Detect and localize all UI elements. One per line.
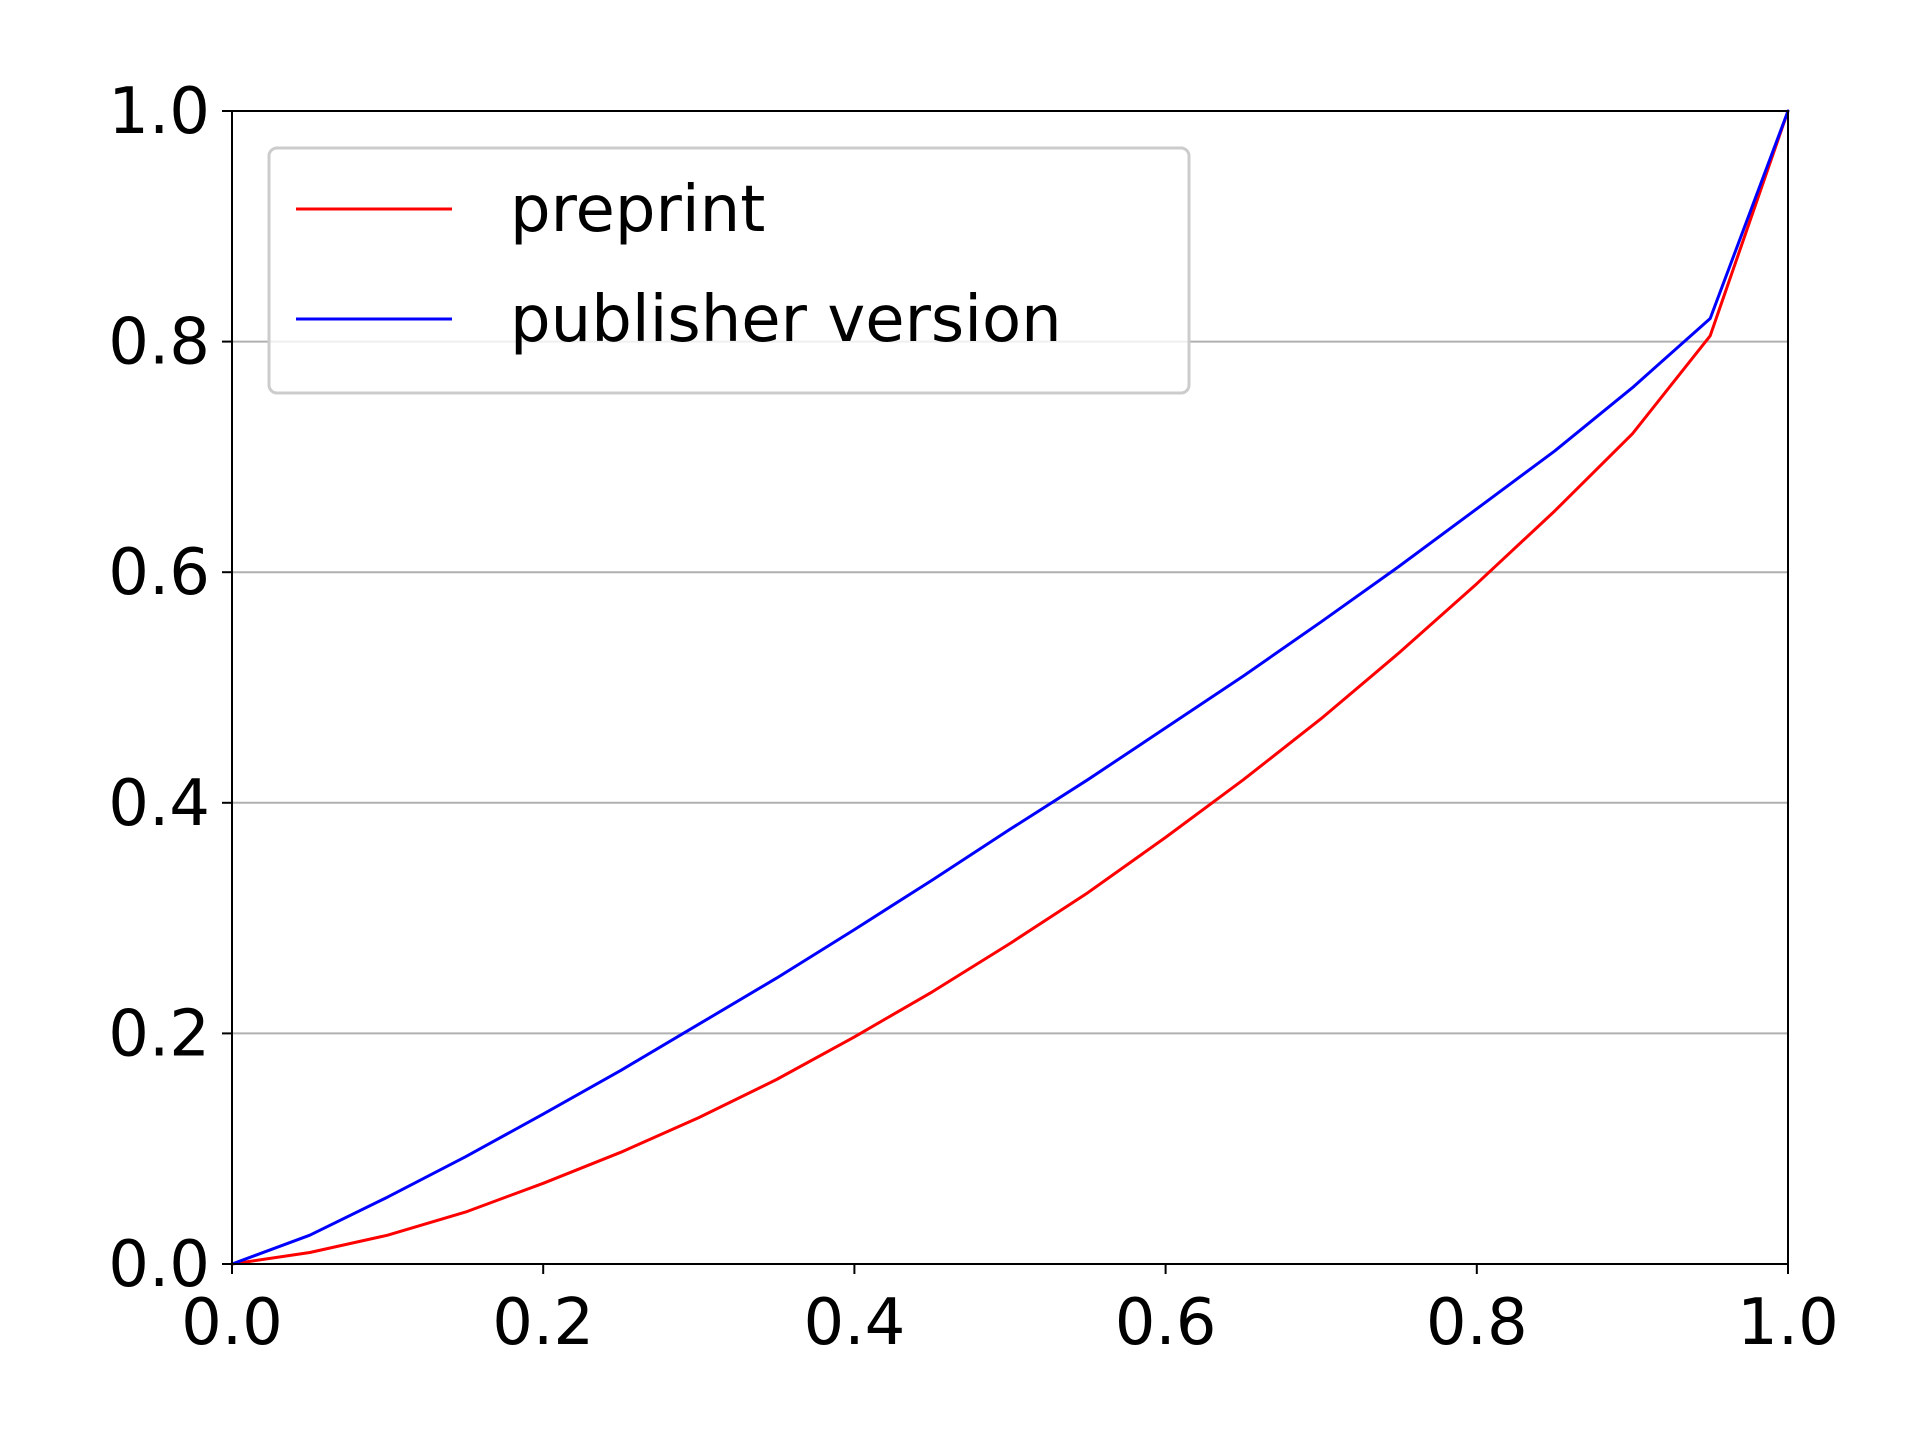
plot-frame: [231, 110, 1789, 1265]
legend-label-1: publisher version: [510, 283, 1062, 357]
legend-label-0: preprint: [510, 173, 765, 247]
series-line-publisher-version: [230, 109, 1790, 1266]
y-tick-label-1: 0.2: [108, 997, 210, 1071]
x-tick-label-4: 0.8: [1426, 1286, 1528, 1360]
x-tick-label-5: 1.0: [1737, 1286, 1839, 1360]
axis-ticks: 0.0 0.2 0.4 0.6 0.8 1.0 0.0 0.2 0.4 0.6 0.8 1.0: [108, 75, 1839, 1360]
x-tick-label-2: 0.4: [804, 1286, 906, 1360]
y-tick-label-5: 1.0: [108, 75, 210, 149]
y-tick-label-4: 0.8: [108, 306, 210, 380]
x-tick-label-0: 0.0: [181, 1286, 283, 1360]
series-lines: [230, 109, 1790, 1266]
x-tick-label-3: 0.6: [1115, 1286, 1217, 1360]
legend: preprint publisher version: [267, 146, 1191, 395]
y-tick-label-0: 0.0: [108, 1228, 210, 1302]
x-tick-label-1: 0.2: [492, 1286, 594, 1360]
y-tick-label-3: 0.6: [108, 536, 210, 610]
legend-box: [267, 146, 1191, 395]
series-line-preprint: [230, 109, 1790, 1266]
y-tick-label-2: 0.4: [108, 767, 210, 841]
